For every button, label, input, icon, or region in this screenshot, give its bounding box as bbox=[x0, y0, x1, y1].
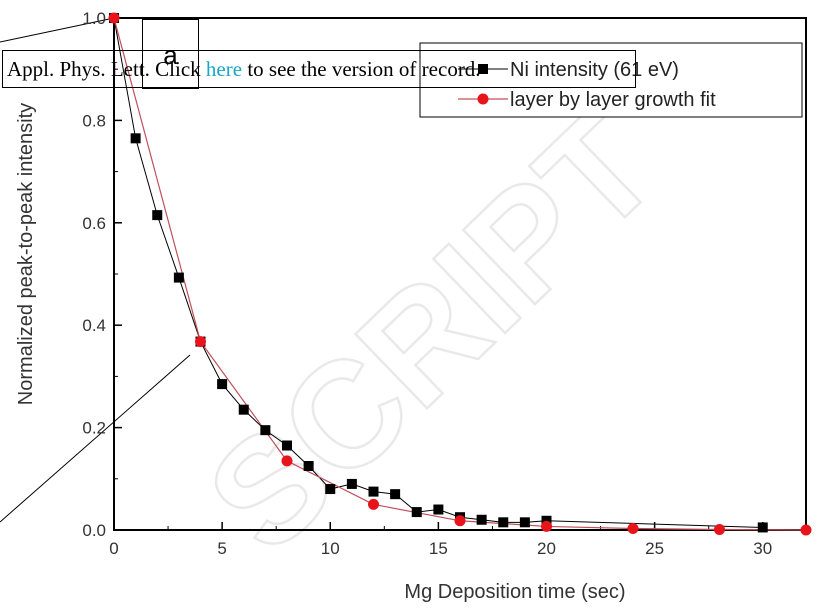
ni-data-point bbox=[217, 379, 228, 390]
ni-data-point bbox=[498, 517, 509, 528]
ni-data-point bbox=[411, 507, 422, 518]
legend-ni-marker bbox=[478, 64, 488, 74]
y-tick-label: 0.0 bbox=[82, 521, 106, 540]
ni-data-point bbox=[238, 404, 249, 415]
ni-data-point bbox=[152, 210, 163, 221]
ni-data-point bbox=[173, 272, 184, 283]
banner-prefix: Appl. Phys. Lett. Click bbox=[7, 57, 206, 81]
x-tick-label: 5 bbox=[217, 539, 226, 558]
fit-data-point bbox=[627, 522, 639, 534]
leader-line-bottom bbox=[0, 354, 191, 523]
ni-data-point bbox=[130, 133, 141, 144]
ni-data-point bbox=[260, 425, 271, 436]
ni-data-point bbox=[519, 517, 530, 528]
y-tick-label: 0.6 bbox=[82, 214, 106, 233]
watermark-text: SCRIPT bbox=[176, 80, 688, 583]
y-tick-label: 0.8 bbox=[82, 111, 106, 130]
ni-data-point bbox=[282, 440, 292, 451]
legend-fit-marker bbox=[477, 93, 489, 105]
fit-data-point bbox=[195, 336, 206, 348]
y-axis-label: Normalized peak-to-peak intensity bbox=[15, 103, 37, 405]
fit-data-point bbox=[454, 515, 466, 527]
fit-data-point bbox=[800, 524, 812, 536]
x-tick-label: 25 bbox=[645, 539, 664, 558]
x-axis-label: Mg Deposition time (sec) bbox=[404, 581, 625, 603]
panel-label-box: a bbox=[142, 19, 199, 89]
x-tick-label: 20 bbox=[537, 539, 556, 558]
fit-data-point bbox=[714, 523, 725, 535]
fit-data-point bbox=[281, 455, 293, 467]
fit-data-point bbox=[108, 12, 120, 24]
x-tick-label: 0 bbox=[109, 539, 118, 558]
banner-link[interactable]: here bbox=[205, 57, 243, 81]
y-tick-label: 0.4 bbox=[82, 316, 106, 335]
ni-data-point bbox=[757, 522, 768, 533]
ni-data-point bbox=[368, 486, 379, 497]
leader-line-top bbox=[0, 17, 115, 43]
ni-data-point bbox=[476, 514, 487, 525]
ni-data-point bbox=[303, 461, 314, 471]
legend-ni-label: Ni intensity (61 eV) bbox=[510, 59, 679, 81]
ni-data-point bbox=[325, 484, 336, 495]
panel-label: a bbox=[163, 40, 178, 70]
fit-data-point bbox=[541, 520, 552, 532]
x-tick-label: 15 bbox=[429, 539, 448, 558]
x-tick-label: 30 bbox=[753, 539, 772, 558]
version-of-record-banner: Appl. Phys. Lett. Click here to see the … bbox=[2, 50, 636, 88]
ni-data-point bbox=[541, 515, 552, 526]
y-tick-label: 0.2 bbox=[82, 419, 106, 438]
fit-data-point bbox=[368, 498, 379, 510]
ni-data-point bbox=[346, 478, 357, 489]
ni-data-point bbox=[433, 504, 444, 515]
legend-box bbox=[419, 42, 803, 118]
banner-suffix: to see the version of record. bbox=[242, 57, 481, 81]
x-tick-label: 10 bbox=[321, 539, 340, 558]
legend-fit-label: layer by layer growth fit bbox=[510, 89, 716, 111]
series-ni-line bbox=[113, 17, 763, 528]
y-tick-label: 1.0 bbox=[82, 9, 106, 28]
ni-data-point bbox=[390, 489, 401, 500]
